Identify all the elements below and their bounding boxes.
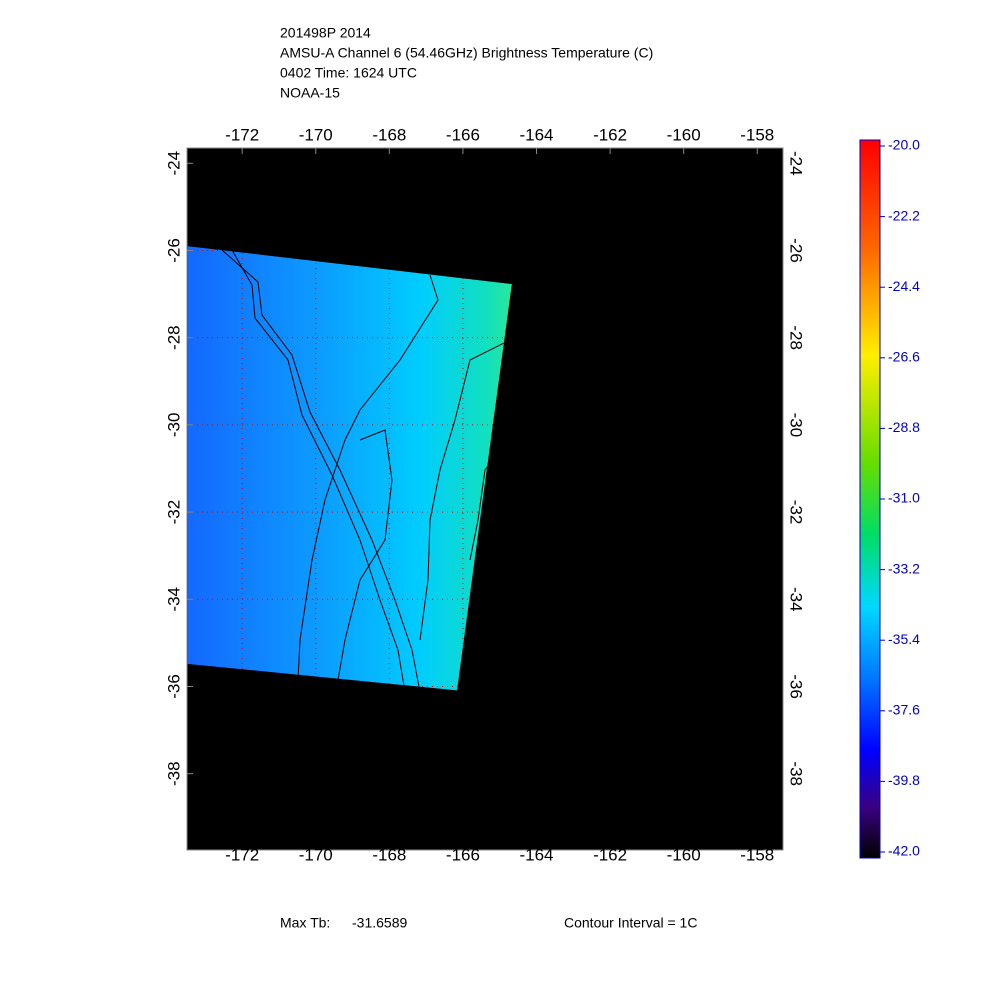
x-tick-label: -172 [225, 845, 259, 864]
contour-line [337, 429, 393, 681]
y-tick-label: -24 [164, 151, 183, 176]
y-tick-label: -30 [164, 413, 183, 438]
title-line: 201498P 2014 [280, 25, 371, 41]
colorbar-tick-label: -28.8 [888, 419, 920, 435]
y-tick-label: -38 [787, 761, 806, 786]
colorbar-tick-label: -20.0 [888, 137, 920, 153]
y-tick-label: -28 [787, 325, 806, 350]
title-line: NOAA-15 [280, 85, 340, 101]
x-tick-label: -170 [299, 845, 333, 864]
y-tick-label: -28 [164, 325, 183, 350]
contour-line [221, 249, 421, 691]
colorbar-tick-label: -42.0 [888, 843, 920, 859]
colorbar-tick-label: -24.4 [888, 278, 920, 294]
colorbar-tick-label: -33.2 [888, 560, 920, 576]
y-tick-label: -32 [787, 500, 806, 525]
x-tick-label: -168 [372, 125, 406, 144]
title-line: AMSU-A Channel 6 (54.46GHz) Brightness T… [280, 45, 653, 61]
y-tick-label: -30 [787, 413, 806, 438]
x-tick-label: -164 [519, 125, 553, 144]
x-tick-label: -158 [740, 845, 774, 864]
y-tick-label: -24 [787, 151, 806, 176]
colorbar [859, 139, 881, 859]
y-tick-label: -26 [164, 238, 183, 263]
x-tick-label: -166 [446, 125, 480, 144]
contour-line [297, 274, 439, 681]
contour-line [419, 339, 511, 641]
y-tick-label: -36 [164, 674, 183, 699]
title-line: 0402 Time: 1624 UTC [280, 65, 417, 81]
x-tick-label: -166 [446, 845, 480, 864]
colorbar-tick-label: -35.4 [888, 631, 920, 647]
x-tick-label: -160 [667, 845, 701, 864]
x-tick-label: -164 [519, 845, 553, 864]
swath [187, 246, 512, 691]
title-block: 201498P 2014 AMSU-A Channel 6 (54.46GHz) … [280, 25, 653, 101]
y-tick-label: -34 [164, 587, 183, 612]
y-tick-label: -36 [787, 674, 806, 699]
max-tb-value: -31.6589 [352, 915, 407, 931]
x-tick-label: -172 [225, 125, 259, 144]
colorbar-tick-label: -26.6 [888, 349, 920, 365]
colorbar-tick-label: -31.0 [888, 490, 920, 506]
x-tick-label: -168 [372, 845, 406, 864]
colorbar-tick-label: -37.6 [888, 702, 920, 718]
y-tick-label: -26 [787, 238, 806, 263]
x-tick-label: -162 [593, 845, 627, 864]
x-tick-label: -158 [740, 125, 774, 144]
x-tick-label: -170 [299, 125, 333, 144]
colorbar-tick-label: -39.8 [888, 772, 920, 788]
colorbar-tick-label: -22.2 [888, 207, 920, 223]
y-tick-label: -34 [787, 587, 806, 612]
contour-line [231, 249, 406, 691]
y-tick-label: -38 [164, 761, 183, 786]
contour-note: Contour Interval = 1C [564, 915, 697, 931]
y-tick-label: -32 [164, 500, 183, 525]
max-tb-label: Max Tb: [280, 915, 330, 931]
x-tick-label: -162 [593, 125, 627, 144]
x-tick-label: -160 [667, 125, 701, 144]
